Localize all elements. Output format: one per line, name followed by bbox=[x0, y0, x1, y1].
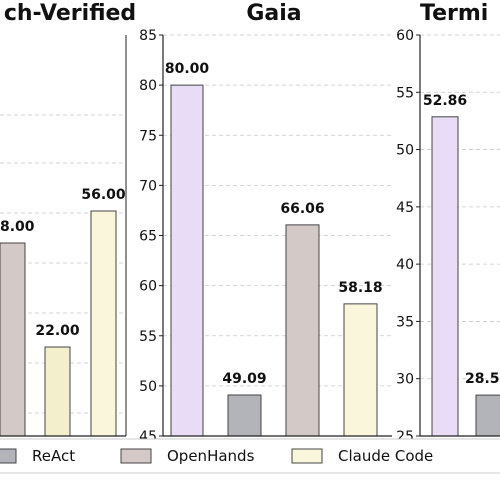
legend-swatch bbox=[0, 448, 17, 464]
bar-value-label: 66.06 bbox=[280, 201, 324, 217]
bar-value-label: 80.00 bbox=[165, 61, 210, 77]
bar-value-label: 8.00 bbox=[0, 219, 35, 235]
bar-value-label: 52.86 bbox=[423, 93, 467, 109]
bar-value-label: 58.18 bbox=[338, 280, 382, 296]
legend-label: ReAct bbox=[32, 447, 75, 465]
y-tick-label: 70 bbox=[139, 178, 157, 194]
y-tick-label: 50 bbox=[139, 379, 157, 395]
legend-label: OpenHands bbox=[167, 447, 255, 465]
panel-title: Gaia bbox=[246, 1, 301, 26]
bar bbox=[0, 242, 26, 437]
bar-value-label: 28.5 bbox=[465, 371, 500, 387]
y-tick-label: 50 bbox=[396, 143, 414, 159]
y-tick-label: 40 bbox=[396, 257, 414, 273]
y-tick-label: 45 bbox=[396, 200, 414, 216]
y-tick-label: 35 bbox=[396, 314, 414, 330]
bar-value-label: 49.09 bbox=[222, 371, 266, 387]
y-tick-label: 30 bbox=[396, 372, 414, 388]
bar bbox=[431, 116, 459, 437]
y-tick-label: 85 bbox=[139, 28, 157, 44]
y-tick-label: 55 bbox=[139, 329, 157, 345]
panel-title: ch-Verified bbox=[4, 1, 136, 26]
y-tick-label: 55 bbox=[396, 85, 414, 101]
y-tick-label: 80 bbox=[139, 78, 157, 94]
bar bbox=[170, 84, 204, 437]
bar bbox=[44, 346, 71, 437]
legend-label: Claude Code bbox=[338, 447, 433, 465]
panel-title: Termi bbox=[420, 1, 488, 26]
bar-value-label: 22.00 bbox=[35, 323, 80, 339]
legend-box bbox=[0, 438, 500, 474]
bar-value-label: 56.00 bbox=[81, 187, 126, 203]
bar bbox=[285, 224, 320, 437]
y-tick-label: 60 bbox=[139, 279, 157, 295]
legend-swatch bbox=[120, 448, 152, 464]
bar bbox=[90, 210, 117, 437]
y-tick-label: 65 bbox=[139, 229, 157, 245]
bar bbox=[343, 303, 378, 437]
bar bbox=[227, 394, 262, 437]
bar bbox=[475, 394, 500, 437]
y-tick-label: 75 bbox=[139, 128, 157, 144]
legend-swatch bbox=[291, 448, 323, 464]
y-tick-label: 60 bbox=[396, 28, 414, 44]
